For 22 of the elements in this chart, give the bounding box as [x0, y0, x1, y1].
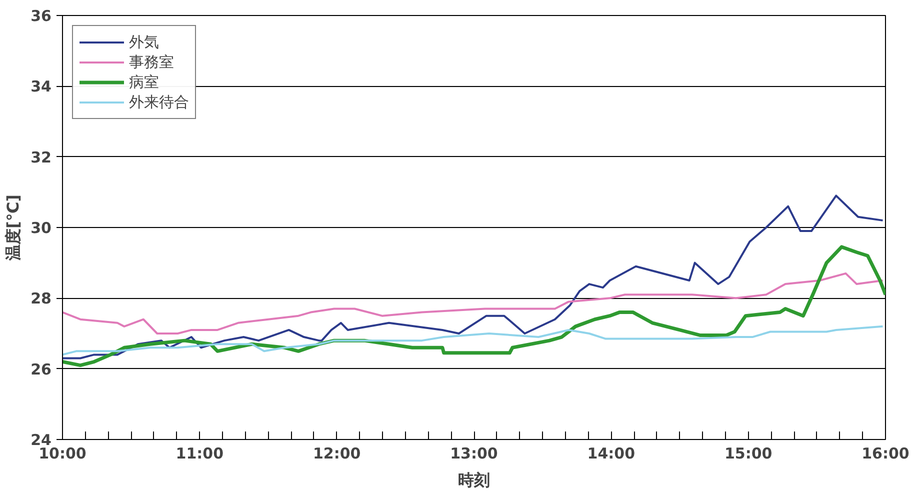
x-tick-label: 16:00: [862, 444, 910, 462]
y-tick-label: 26: [30, 360, 52, 378]
legend-label: 外来待合: [129, 92, 189, 112]
legend-label: 病室: [129, 72, 159, 92]
line-series: [62, 245, 886, 368]
y-tick-label: 28: [30, 290, 52, 308]
legend-label: 事務室: [129, 52, 174, 72]
x-tick-label: 13:00: [450, 444, 498, 462]
y-axis-title: 温度[℃]: [4, 194, 23, 262]
y-tick-label: 30: [30, 219, 52, 237]
line-series: [62, 194, 884, 360]
y-tick-label: 36: [30, 7, 52, 25]
x-tick-label: 15:00: [724, 444, 772, 462]
line-series: [62, 272, 884, 334]
y-tick-label: 32: [30, 148, 52, 166]
x-tick-label: 11:00: [176, 444, 224, 462]
x-axis-title: 時刻: [458, 470, 490, 490]
legend-label: 外気: [129, 32, 159, 52]
y-tick-label: 34: [30, 78, 52, 96]
x-tick-label: 12:00: [312, 444, 361, 462]
line-series: [62, 325, 884, 356]
x-tick-label: 14:00: [587, 444, 636, 462]
